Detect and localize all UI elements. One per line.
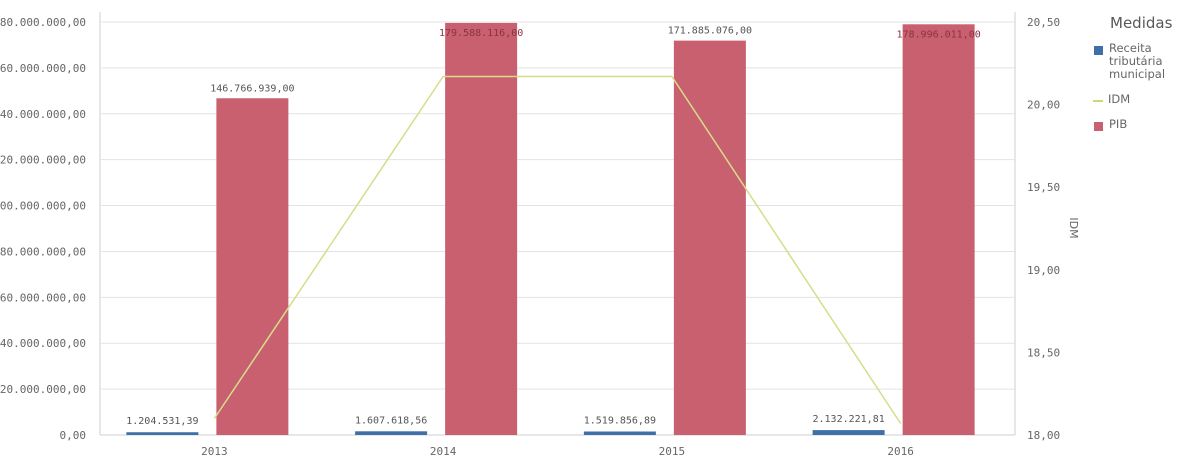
idm-line-icon (1093, 100, 1103, 102)
bar-receita (812, 430, 885, 435)
legend-item-pib[interactable]: PIB (1090, 116, 1195, 131)
y-left-tick-label: 160.000.000,00 (0, 62, 86, 75)
data-label-pib: 178.996.011,00 (896, 29, 980, 40)
data-label-pib: 171.885.076,00 (668, 26, 752, 37)
y-left-tick-label: 140.000.000,00 (0, 108, 86, 121)
y-right-tick-label: 18,00 (1027, 429, 1060, 442)
legend-label-pib: PIB (1109, 117, 1128, 131)
y-right-tick-label: 18,50 (1027, 346, 1060, 359)
data-label-pib: 146.766.939,00 (210, 83, 294, 94)
bar-pib (673, 40, 746, 436)
data-label-receita: 1.519.856,89 (584, 416, 656, 427)
data-label-receita: 1.607.618,56 (355, 415, 427, 426)
y-right-tick-label: 19,50 (1027, 181, 1060, 194)
y-left-tick-label: 20.000.000,00 (0, 383, 86, 396)
y-right-axis-label: IDM (1067, 217, 1080, 238)
bar-pib (216, 98, 289, 436)
y-left-tick-label: 120.000.000,00 (0, 154, 86, 167)
bar-receita (126, 432, 199, 435)
bar-receita (355, 431, 428, 435)
line-idm (213, 75, 902, 424)
legend-title: Medidas (1110, 14, 1173, 32)
legend: Medidas Receita tributária municipal IDM… (1090, 14, 1195, 141)
y-left-tick-label: 0,00 (60, 429, 87, 442)
y-right-tick-label: 20,00 (1027, 99, 1060, 112)
legend-label-idm: IDM (1108, 92, 1131, 106)
x-tick-label: 2015 (659, 445, 686, 458)
x-tick-label: 2016 (887, 445, 914, 458)
x-tick-label: 2014 (430, 445, 457, 458)
y-left-tick-label: 40.000.000,00 (0, 337, 86, 350)
y-left-tick-label: 100.000.000,00 (0, 200, 86, 213)
receita-swatch-icon (1094, 46, 1103, 55)
bar-pib (445, 22, 518, 436)
y-right-tick-label: 20,50 (1027, 16, 1060, 29)
y-left-tick-label: 60.000.000,00 (0, 291, 86, 304)
data-label-pib: 179.588.116,00 (439, 28, 523, 39)
bar-pib (902, 24, 975, 436)
y-right-tick-label: 19,00 (1027, 264, 1060, 277)
data-label-receita: 2.132.221,81 (813, 414, 885, 425)
legend-label-receita: Receita tributária municipal (1109, 41, 1166, 81)
y-left-tick-label: 80.000.000,00 (0, 245, 86, 258)
bar-receita (583, 431, 656, 435)
data-label-receita: 1.204.531,39 (126, 416, 198, 427)
y-left-tick-label: 180.000.000,00 (0, 16, 86, 29)
legend-item-receita[interactable]: Receita tributária municipal (1090, 40, 1195, 81)
pib-swatch-icon (1094, 122, 1103, 131)
legend-item-idm[interactable]: IDM (1090, 91, 1195, 106)
x-tick-label: 2013 (201, 445, 228, 458)
